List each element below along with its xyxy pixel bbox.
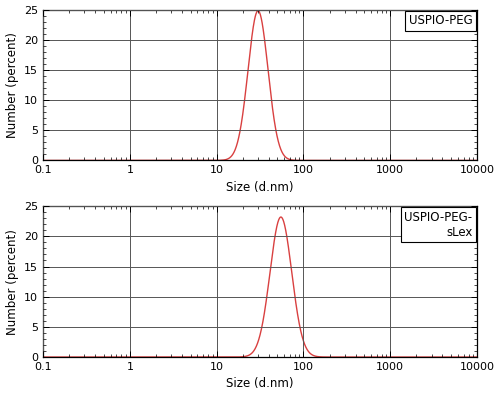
Y-axis label: Number (percent): Number (percent) bbox=[6, 228, 18, 335]
Y-axis label: Number (percent): Number (percent) bbox=[6, 32, 18, 138]
X-axis label: Size (d.nm): Size (d.nm) bbox=[226, 377, 294, 390]
Text: USPIO-PEG: USPIO-PEG bbox=[409, 14, 472, 27]
X-axis label: Size (d.nm): Size (d.nm) bbox=[226, 181, 294, 194]
Text: USPIO-PEG-
sLex: USPIO-PEG- sLex bbox=[404, 211, 472, 239]
